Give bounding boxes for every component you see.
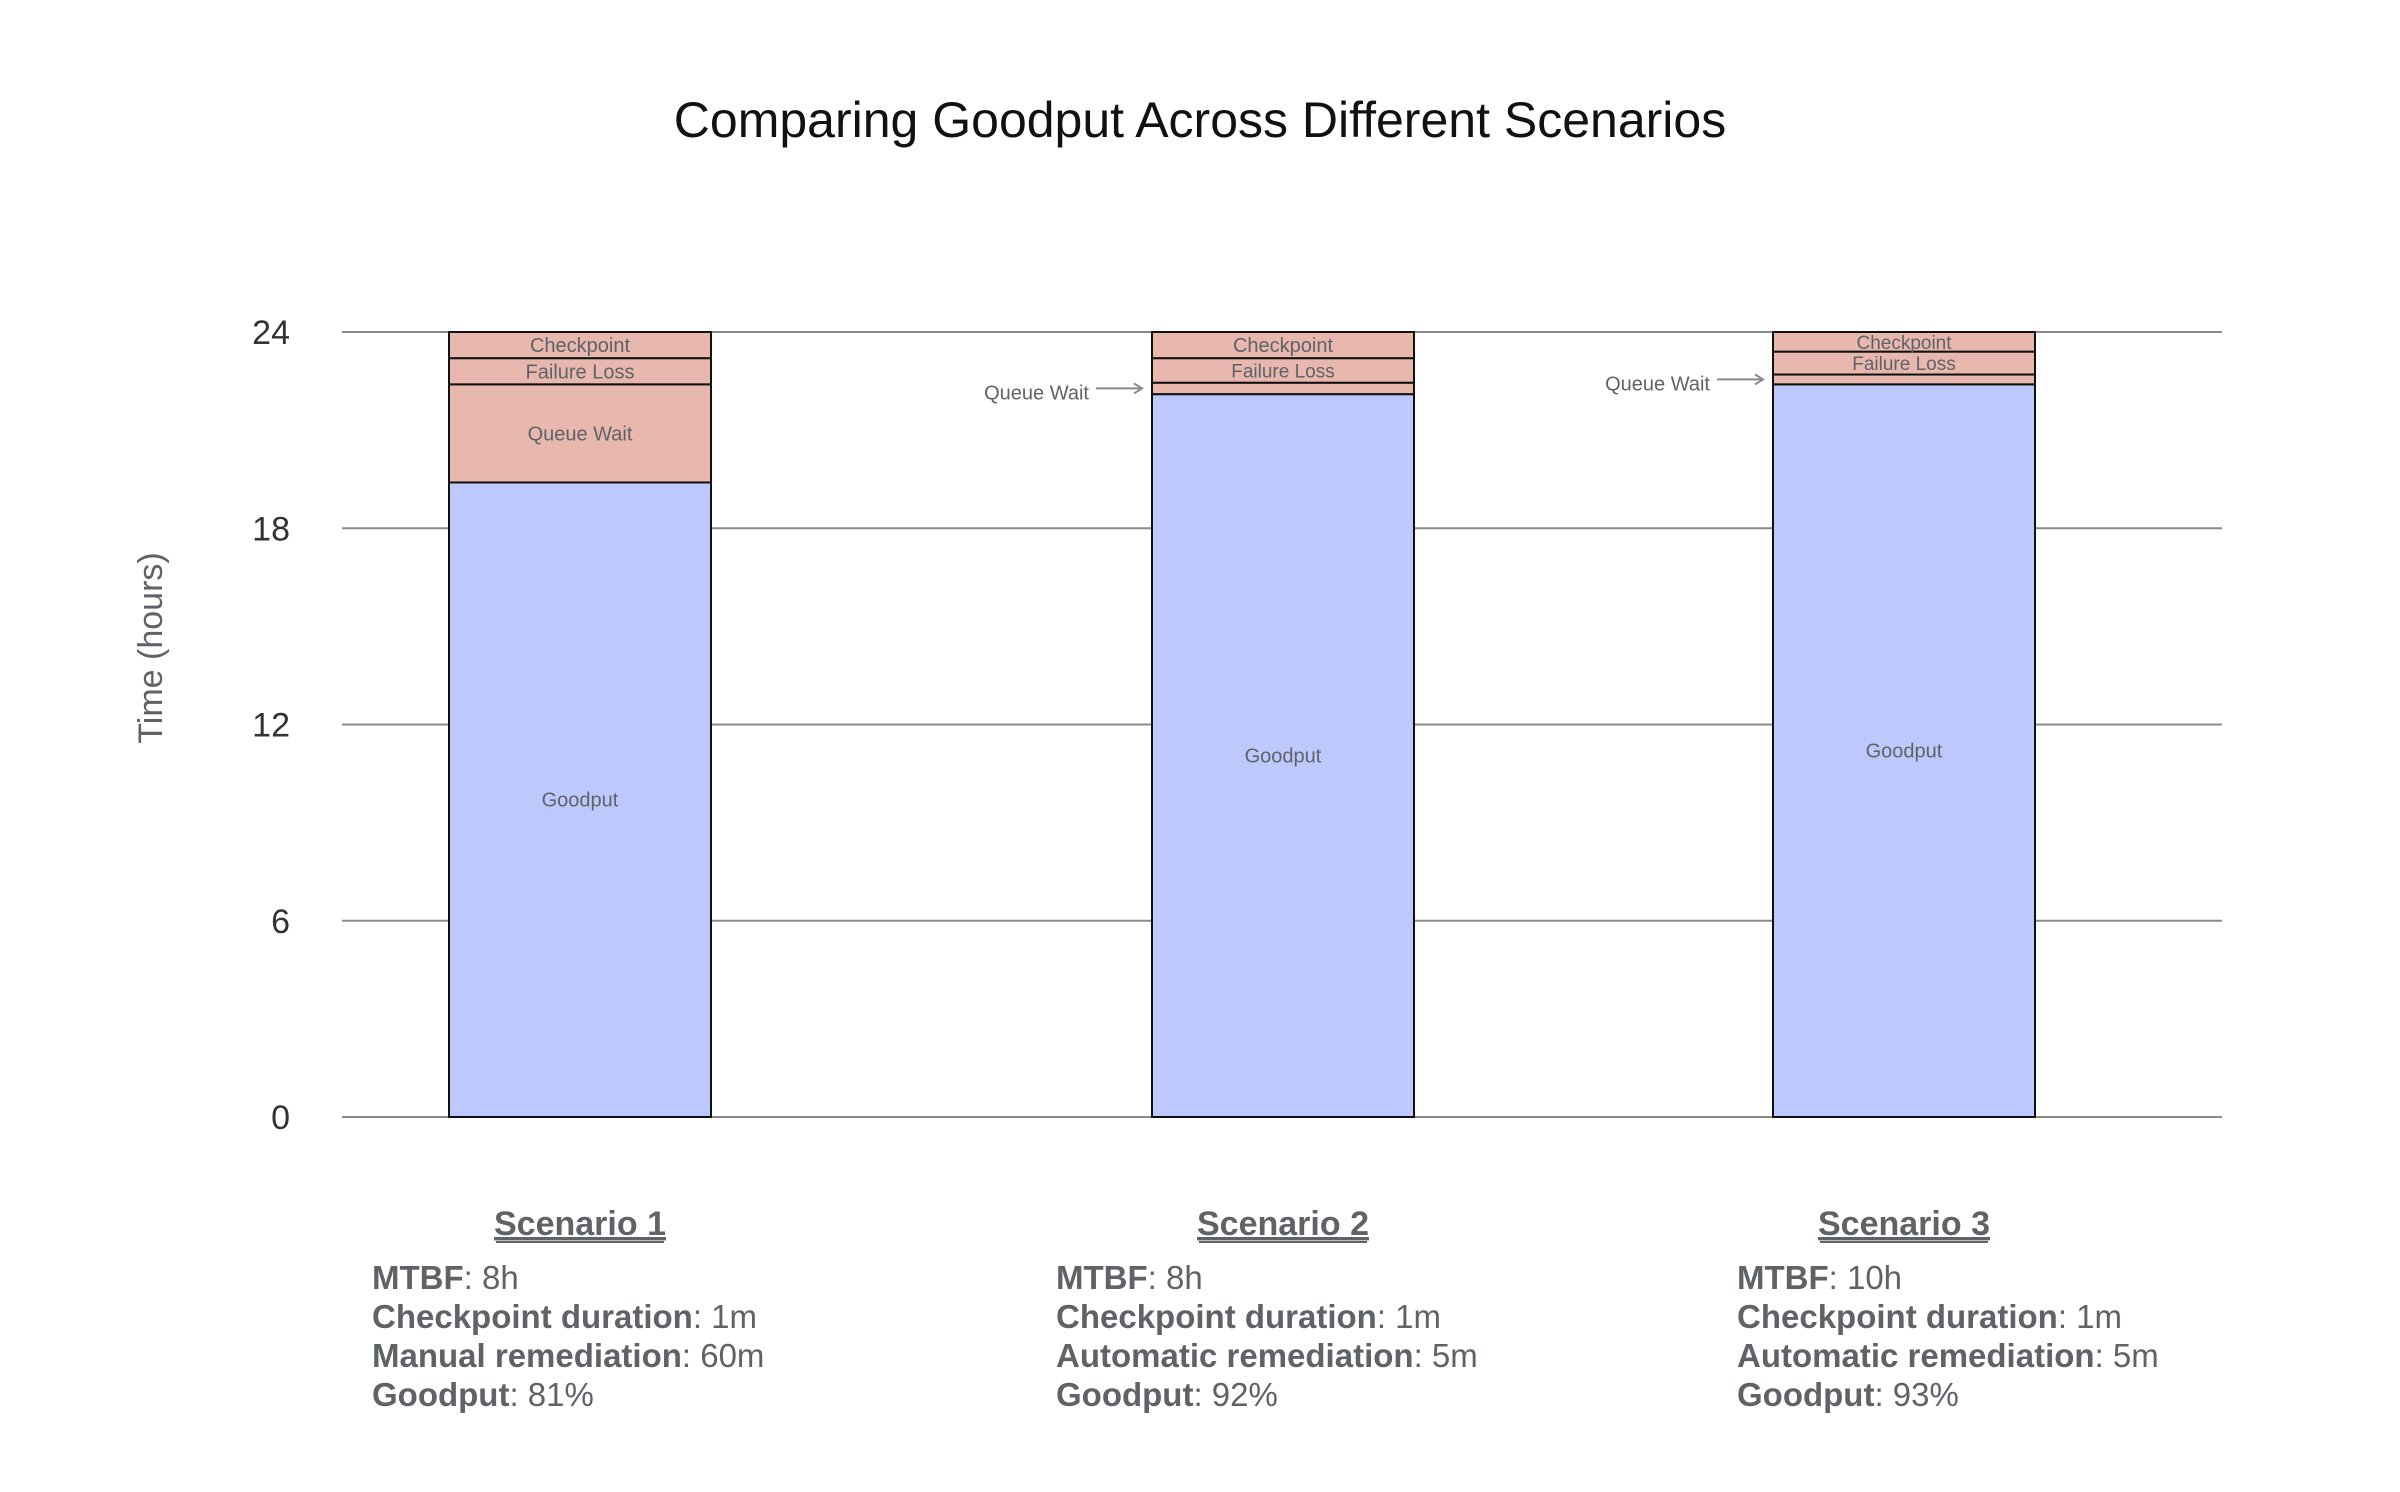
category-labels: Scenario 1 Scenario 2 Scenario 3 — [494, 1205, 1990, 1243]
detail-value: : 8h — [463, 1259, 519, 1296]
y-tick-label-18: 18 — [252, 510, 290, 548]
detail-key: MTBF — [1737, 1259, 1829, 1296]
scenario-detail-line: Checkpoint duration: 1m — [1737, 1297, 2159, 1336]
bar-scenario-1-queue-wait — [448, 383, 712, 484]
detail-value: : 5m — [1413, 1337, 1478, 1374]
category-label-scenario-3: Scenario 3 — [1818, 1205, 1990, 1243]
annotation-arrow-head — [1754, 373, 1765, 386]
scenario-detail-line: MTBF: 8h — [1056, 1258, 1478, 1297]
bar-scenario-3-goodput — [1772, 383, 2036, 1119]
segment-label-scenario-1-checkpoint: Checkpoint — [530, 335, 631, 357]
scenario-detail-line: Goodput: 81% — [372, 1375, 764, 1414]
segment-label-scenario-3-goodput: Goodput — [1866, 741, 1943, 763]
annotation-scenario-3-queue-wait: Queue Wait — [1605, 373, 1710, 395]
segment-label-scenario-3-checkpoint: Checkpoint — [1856, 333, 1952, 354]
detail-key: Automatic remediation — [1737, 1337, 2095, 1374]
detail-key: MTBF — [1056, 1259, 1148, 1296]
chart-title: Comparing Goodput Across Different Scena… — [674, 92, 1726, 148]
segment-label-scenario-2-failure-loss: Failure Loss — [1231, 361, 1335, 382]
scenario-details-1: MTBF: 8h Checkpoint duration: 1m Manual re… — [372, 1258, 764, 1414]
scenario-details-2: MTBF: 8h Checkpoint duration: 1m Automatic… — [1056, 1258, 1478, 1414]
segment-label-scenario-1-goodput: Goodput — [542, 790, 619, 812]
bar-scenario-2-goodput — [1151, 393, 1415, 1119]
detail-value: : 1m — [1376, 1298, 1442, 1335]
segment-label-scenario-1-queue-wait: Queue Wait — [528, 423, 633, 445]
detail-key: Goodput — [1056, 1376, 1194, 1413]
category-label-scenario-1: Scenario 1 — [494, 1205, 666, 1243]
segment-label-scenario-1-failure-loss: Failure Loss — [526, 361, 635, 383]
detail-value: : 10h — [1828, 1259, 1903, 1296]
scenario-details-3: MTBF: 10h Checkpoint duration: 1m Automati… — [1737, 1258, 2159, 1414]
scenario-detail-line: Checkpoint duration: 1m — [372, 1297, 764, 1336]
bar-scenario-3-queue-wait — [1772, 373, 2036, 386]
scenario-detail-line: Automatic remediation: 5m — [1737, 1336, 2159, 1375]
bars — [448, 331, 2036, 1119]
scenario-detail-line: Manual remediation: 60m — [372, 1336, 764, 1375]
bar-scenario-2-checkpoint — [1151, 331, 1415, 360]
segment-label-scenario-3-failure-loss: Failure Loss — [1852, 354, 1956, 375]
annotations: Queue Wait Queue Wait — [984, 373, 1765, 404]
scenario-detail-line: Goodput: 92% — [1056, 1375, 1478, 1414]
scenario-detail-line: Checkpoint duration: 1m — [1056, 1297, 1478, 1336]
detail-key: Checkpoint duration — [372, 1298, 693, 1335]
detail-key: Goodput — [1737, 1376, 1875, 1413]
segment-label-scenario-2-goodput: Goodput — [1245, 746, 1322, 768]
bar-scenario-1-goodput — [448, 481, 712, 1119]
detail-value: : 92% — [1193, 1376, 1278, 1413]
y-axis-label: Time (hours) — [132, 552, 170, 743]
y-tick-label-24: 24 — [252, 314, 290, 352]
detail-key: Checkpoint duration — [1737, 1298, 2058, 1335]
y-tick-labels: 0 6 12 18 24 — [252, 314, 290, 1137]
category-label-scenario-2: Scenario 2 — [1197, 1205, 1369, 1243]
bar-scenario-2-queue-wait — [1151, 381, 1415, 396]
bar-scenario-3-checkpoint — [1772, 331, 2036, 353]
bar-scenario-1-failure-loss — [448, 357, 712, 386]
scenario-detail-line: MTBF: 10h — [1737, 1258, 2159, 1297]
scenario-detail-line: Automatic remediation: 5m — [1056, 1336, 1478, 1375]
detail-key: Checkpoint duration — [1056, 1298, 1377, 1335]
detail-value: : 1m — [2057, 1298, 2123, 1335]
detail-value: : 81% — [509, 1376, 594, 1413]
detail-value: : 93% — [1874, 1376, 1959, 1413]
annotation-scenario-2-queue-wait: Queue Wait — [984, 382, 1089, 404]
detail-value: : 8h — [1147, 1259, 1203, 1296]
detail-value: : 5m — [2094, 1337, 2159, 1374]
detail-key: MTBF — [372, 1259, 464, 1296]
y-tick-label-12: 12 — [252, 707, 290, 745]
scenario-detail-line: Goodput: 93% — [1737, 1375, 2159, 1414]
detail-key: Manual remediation — [372, 1337, 682, 1374]
segment-label-scenario-2-checkpoint: Checkpoint — [1233, 335, 1334, 357]
detail-key: Goodput — [372, 1376, 510, 1413]
detail-value: : 60m — [681, 1337, 765, 1374]
detail-value: : 1m — [692, 1298, 758, 1335]
scenario-detail-line: MTBF: 8h — [372, 1258, 764, 1297]
annotation-arrow-head — [1133, 382, 1144, 395]
bar-scenario-1-checkpoint — [448, 331, 712, 360]
y-tick-label-0: 0 — [271, 1099, 290, 1137]
detail-key: Automatic remediation — [1056, 1337, 1414, 1374]
y-tick-label-6: 6 — [271, 903, 290, 941]
